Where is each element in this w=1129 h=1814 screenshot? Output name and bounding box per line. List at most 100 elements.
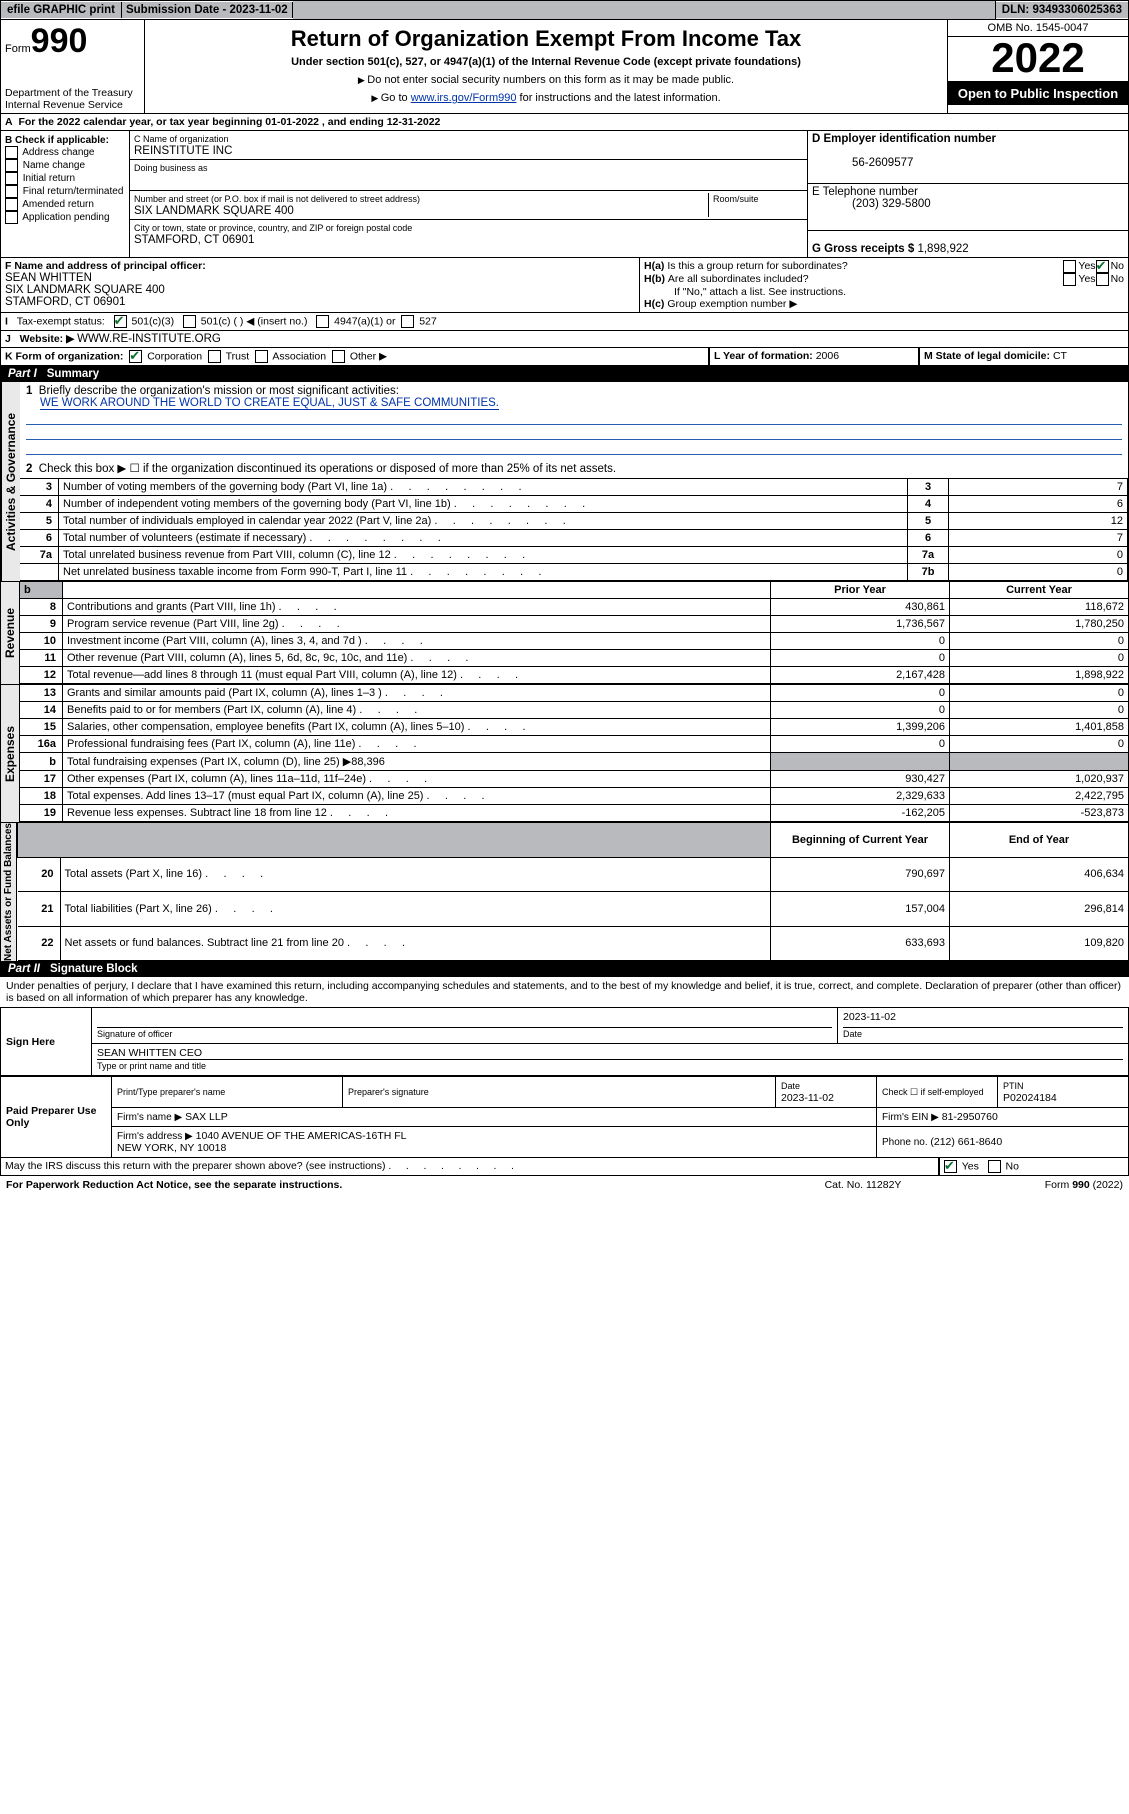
header-left: Form990 Department of the Treasury Inter…: [1, 20, 145, 113]
data-row: 17Other expenses (Part IX, column (A), l…: [20, 771, 1129, 788]
self-employed-check[interactable]: Check ☐ if self-employed: [877, 1077, 998, 1108]
hc-text: Group exemption number ▶: [667, 298, 797, 310]
i-501c3[interactable]: [114, 315, 127, 328]
firm-ein: 81-2950760: [942, 1111, 998, 1123]
part2-bar: Part II Signature Block: [0, 961, 1129, 977]
firm-name: SAX LLP: [185, 1111, 228, 1123]
form-of-org: K Form of organization: Corporation Trus…: [0, 348, 709, 366]
k-other[interactable]: [332, 350, 345, 363]
h-block: H(a) Is this a group return for subordin…: [639, 258, 1129, 313]
begin-year-header: Beginning of Current Year: [771, 823, 950, 858]
website-cell: J Website: ▶ WWW.RE-INSTITUTE.ORG: [0, 331, 1129, 348]
data-row: 15Salaries, other compensation, employee…: [20, 719, 1129, 736]
sig-date: 2023-11-02: [843, 1011, 1123, 1028]
preparer-table: Paid Preparer Use Only Print/Type prepar…: [0, 1076, 1129, 1158]
data-row: 13Grants and similar amounts paid (Part …: [20, 685, 1129, 702]
topbar-filler: [293, 1, 996, 19]
header-mid: Return of Organization Exempt From Incom…: [145, 20, 947, 113]
paid-preparer-label: Paid Preparer Use Only: [1, 1077, 112, 1158]
prep-name-label: Print/Type preparer's name: [117, 1087, 225, 1097]
note-2: Go to www.irs.gov/Form990 for instructio…: [149, 92, 943, 104]
hb-no[interactable]: [1096, 273, 1109, 286]
data-row: 21Total liabilities (Part X, line 26)157…: [18, 892, 1129, 927]
department: Department of the Treasury Internal Reve…: [5, 87, 140, 111]
summary-row: 3Number of voting members of the governi…: [20, 479, 1128, 496]
efile-label[interactable]: efile GRAPHIC print: [1, 2, 122, 18]
city: STAMFORD, CT 06901: [134, 234, 254, 246]
ein-cell: D Employer identification number 56-2609…: [808, 131, 1128, 184]
part1-name: Summary: [47, 368, 99, 380]
k-corp[interactable]: [129, 350, 142, 363]
tel: (203) 329-5800: [812, 198, 931, 210]
part2-label: Part II: [8, 963, 50, 975]
revenue-block: Revenue b Prior Year Current Year 8Contr…: [0, 581, 1129, 684]
colb-opt[interactable]: Initial return: [5, 172, 125, 185]
hb-note: If "No," attach a list. See instructions…: [644, 286, 1124, 298]
data-row: 8Contributions and grants (Part VIII, li…: [20, 599, 1129, 616]
ha-text: Is this a group return for subordinates?: [667, 260, 1063, 273]
note-1: Do not enter social security numbers on …: [149, 74, 943, 86]
year-formation: L Year of formation: 2006: [709, 348, 919, 366]
data-row: 20Total assets (Part X, line 16)790,6974…: [18, 857, 1129, 892]
gross-label: G Gross receipts $: [812, 243, 917, 255]
line2: 2 Check this box ▶ ☐ if the organization…: [20, 458, 1128, 478]
form-subtitle: Under section 501(c), 527, or 4947(a)(1)…: [149, 56, 943, 68]
colb-opt[interactable]: Final return/terminated: [5, 185, 125, 198]
section-expenses: Expenses: [0, 684, 20, 822]
firm-phone: (212) 661-8640: [930, 1136, 1002, 1148]
data-row: 12Total revenue—add lines 8 through 11 (…: [20, 667, 1129, 684]
colb-opt[interactable]: Name change: [5, 159, 125, 172]
identity-block: B Check if applicable: Address change Na…: [0, 131, 1129, 258]
summary-block: Activities & Governance 1 Briefly descri…: [0, 382, 1129, 581]
gross-receipts: 1,898,922: [917, 243, 968, 255]
officer-sig-line[interactable]: [97, 1011, 832, 1028]
row-fh: F Name and address of principal officer:…: [0, 258, 1129, 313]
colb-opt[interactable]: Application pending: [5, 211, 125, 224]
data-row: 14Benefits paid to or for members (Part …: [20, 702, 1129, 719]
expenses-table: 13Grants and similar amounts paid (Part …: [20, 684, 1129, 822]
discuss-yes[interactable]: [944, 1160, 957, 1173]
k-trust[interactable]: [208, 350, 221, 363]
col-c: C Name of organization REINSTITUTE INC D…: [130, 131, 807, 257]
ein-label: D Employer identification number: [812, 133, 996, 145]
i-501c[interactable]: [183, 315, 196, 328]
open-inspection: Open to Public Inspection: [948, 82, 1128, 105]
summary-table-top: 3Number of voting members of the governi…: [20, 478, 1128, 581]
discuss-no[interactable]: [988, 1160, 1001, 1173]
discuss-row: May the IRS discuss this return with the…: [0, 1158, 1129, 1176]
dba-label: Doing business as: [134, 163, 208, 173]
colb-opt[interactable]: Address change: [5, 146, 125, 159]
form990-link[interactable]: www.irs.gov/Form990: [411, 92, 517, 104]
expenses-block: Expenses 13Grants and similar amounts pa…: [0, 684, 1129, 822]
data-row: 16aProfessional fundraising fees (Part I…: [20, 736, 1129, 753]
row-klm: K Form of organization: Corporation Trus…: [0, 348, 1129, 366]
website: WWW.RE-INSTITUTE.ORG: [77, 333, 221, 345]
data-row: bTotal fundraising expenses (Part IX, co…: [20, 753, 1129, 771]
summary-row: 5Total number of individuals employed in…: [20, 513, 1128, 530]
part1-label: Part I: [8, 368, 47, 380]
k-assoc[interactable]: [255, 350, 268, 363]
tel-label: E Telephone number: [812, 186, 918, 198]
data-row: 22Net assets or fund balances. Subtract …: [18, 926, 1129, 961]
ha-yes[interactable]: [1063, 260, 1076, 273]
ptin: P02024184: [1003, 1092, 1057, 1104]
top-bar: efile GRAPHIC print Submission Date - 20…: [0, 0, 1129, 20]
i-527[interactable]: [401, 315, 414, 328]
row-i: I Tax-exempt status: 501(c)(3) 501(c) ( …: [0, 313, 1129, 331]
col-de: D Employer identification number 56-2609…: [807, 131, 1128, 257]
data-row: 10Investment income (Part VIII, column (…: [20, 633, 1129, 650]
row-j: J Website: ▶ WWW.RE-INSTITUTE.ORG: [0, 331, 1129, 348]
city-cell: City or town, state or province, country…: [130, 220, 807, 248]
data-row: 19Revenue less expenses. Subtract line 1…: [20, 805, 1129, 822]
data-row: 9Program service revenue (Part VIII, lin…: [20, 616, 1129, 633]
colb-opt[interactable]: Amended return: [5, 198, 125, 211]
form-title: Return of Organization Exempt From Incom…: [149, 26, 943, 52]
ha-no[interactable]: [1096, 260, 1109, 273]
header-right: OMB No. 1545-0047 2022 Open to Public In…: [947, 20, 1128, 113]
hb-yes[interactable]: [1063, 273, 1076, 286]
mission-blank-lines: [26, 410, 1122, 455]
i-4947[interactable]: [316, 315, 329, 328]
org-name-cell: C Name of organization REINSTITUTE INC: [130, 131, 807, 160]
hb-text: Are all subordinates included?: [668, 273, 1064, 286]
tel-cell: E Telephone number (203) 329-5800: [808, 184, 1128, 231]
